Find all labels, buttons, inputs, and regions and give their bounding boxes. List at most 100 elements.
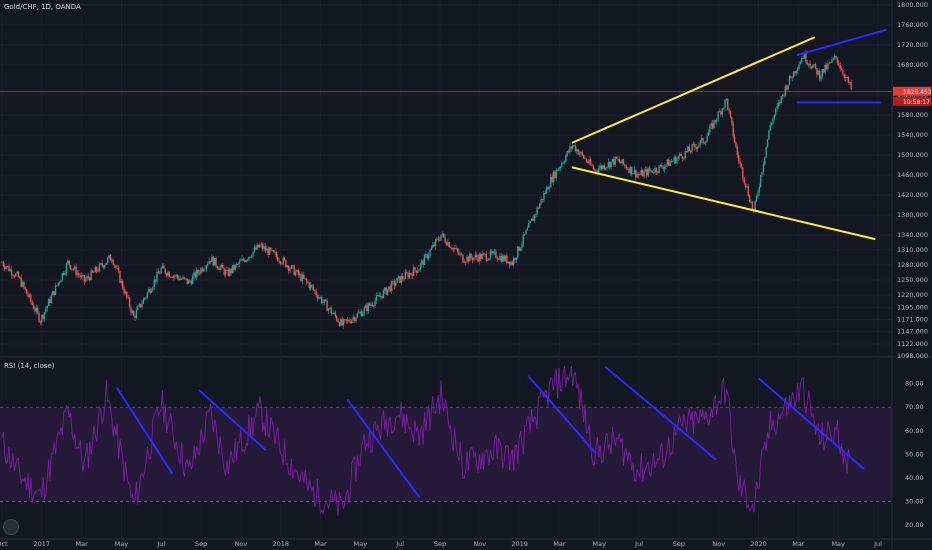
candle-body [139,303,142,308]
candle-body [495,251,497,258]
candle-body [812,65,814,69]
candle-body [286,265,289,268]
candle-body [838,63,840,66]
candle-body [389,286,391,292]
candle-body [175,274,177,277]
time-axis-tick-label: 2017 [34,540,51,548]
candle-body [83,275,86,282]
candle-body [617,158,619,160]
candle-body [15,273,17,277]
candle-body [393,280,396,286]
candle-body [263,246,265,250]
candle-body [274,252,276,253]
candle-body [790,75,792,78]
candle-body [582,154,585,159]
candle-body [19,277,21,278]
candle-body [724,99,726,109]
candle-body [115,265,117,268]
candle-body [673,156,675,161]
candle-body [421,260,423,264]
price-y-tick-label: 1500.000 [897,151,928,159]
candle-body [709,126,711,133]
candle-body [500,255,503,262]
candle-body [588,159,590,164]
candle-body [399,276,401,283]
candle-body [721,108,723,115]
candle-body [371,304,374,306]
candle-body [153,279,155,288]
rsi-title: RSI (14, close) [4,362,55,370]
candle-body [168,272,171,277]
price-y-tick-label: 1280.000 [897,261,928,269]
candle-body [382,290,385,299]
candle-body [554,171,556,178]
candle-body [43,311,46,319]
candle-body [111,259,113,261]
candle-body [437,238,439,241]
candle-body [185,278,187,280]
candle-body [591,164,593,166]
candle-body [602,165,604,169]
candle-body [650,170,652,172]
candle-body [654,167,656,173]
candle-body [430,247,433,251]
candle-body [648,168,651,171]
tradingview-logo-icon[interactable] [3,519,19,535]
candle-body [12,275,14,277]
candle-body [843,74,846,79]
candle-body [388,286,390,290]
candle-body [80,275,83,278]
candle-body [197,269,199,273]
candle-body [45,308,47,312]
price-y-tick-label: 1680.000 [897,61,928,69]
candle-body [432,244,434,248]
candle-body [116,267,118,269]
candle-body [548,187,551,190]
candle-body [309,284,312,289]
candle-body [448,242,450,248]
candle-body [207,263,209,266]
candle-body [95,267,98,271]
time-axis-tick-label: Oct [0,540,8,548]
countdown-tag [893,96,931,106]
candle-body [1,262,3,264]
candle-body [521,243,523,248]
candle-body [566,151,568,156]
candle-body [259,244,261,248]
candle-body [820,76,822,80]
candle-body [670,161,673,163]
candle-body [279,261,282,264]
candle-body [750,201,752,203]
candle-body [761,172,763,176]
candle-body [786,86,788,90]
price-y-tick-label: 1250.000 [897,276,928,284]
candle-body [4,266,6,269]
candle-body [342,319,345,326]
candle-body [133,311,135,317]
candle-body [201,268,203,272]
candle-body [233,265,235,270]
candle-body [35,307,37,312]
candle-body [31,301,33,305]
candle-body [438,240,441,242]
candle-body [161,265,164,268]
candle-body [813,63,815,66]
candle-body [303,274,305,279]
candle-body [807,63,810,65]
candle-body [492,251,494,254]
candle-body [518,246,520,251]
candle-body [281,263,283,265]
candle-body [246,259,249,261]
candle-body [801,58,803,62]
candle-body [655,167,658,173]
candle-body [378,295,380,297]
candle-body [555,169,557,178]
candle-body [123,288,125,294]
candle-body [218,268,220,270]
candle-body [352,317,354,320]
candle-body [770,123,773,125]
candle-body [407,272,409,278]
candle-body [552,171,555,183]
candle-body [224,270,227,275]
candle-body [226,269,228,271]
